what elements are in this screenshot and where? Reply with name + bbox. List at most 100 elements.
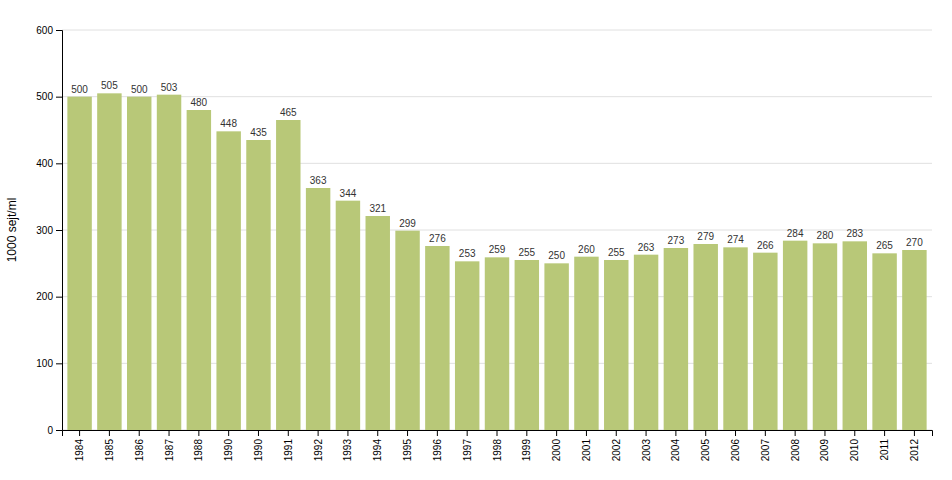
data-label: 255 bbox=[608, 247, 625, 258]
x-tick-label: 2001 bbox=[581, 439, 592, 462]
y-tick-mark bbox=[56, 230, 62, 231]
x-tick-label: 2008 bbox=[790, 439, 801, 462]
x-tick: 2009 bbox=[819, 430, 830, 461]
x-tick: 1995 bbox=[402, 430, 413, 461]
y-tick-mark bbox=[56, 430, 62, 431]
x-tick-label: 1995 bbox=[402, 439, 413, 462]
x-tick-label: 1984 bbox=[74, 439, 85, 462]
data-label: 503 bbox=[161, 82, 178, 93]
x-tick: 1990 bbox=[223, 430, 234, 461]
x-tick-mark bbox=[675, 430, 676, 436]
x-tick-mark bbox=[79, 430, 80, 436]
x-tick-label: 2011 bbox=[879, 439, 890, 461]
x-tick-mark bbox=[228, 430, 229, 436]
x-tick-mark bbox=[198, 430, 199, 436]
y-tick-mark bbox=[56, 30, 62, 31]
bar bbox=[246, 140, 270, 430]
axis-line bbox=[56, 31, 63, 431]
bar bbox=[455, 261, 479, 430]
bar bbox=[216, 131, 240, 430]
data-label: 283 bbox=[846, 228, 863, 239]
bar bbox=[753, 253, 777, 430]
bar bbox=[157, 95, 181, 430]
x-tick-mark bbox=[258, 430, 259, 436]
axis-line bbox=[63, 431, 933, 437]
x-tick-mark bbox=[914, 430, 915, 436]
bar bbox=[187, 110, 211, 430]
y-tick-label: 100 bbox=[36, 358, 53, 369]
x-tick-label: 1993 bbox=[342, 439, 353, 462]
y-tick-mark bbox=[56, 163, 62, 164]
bar bbox=[813, 243, 837, 430]
x-tick-mark bbox=[735, 430, 736, 436]
data-label: 363 bbox=[310, 175, 327, 186]
data-label: 274 bbox=[727, 234, 744, 245]
data-label: 250 bbox=[548, 250, 565, 261]
bar bbox=[97, 93, 121, 430]
x-tick: 2002 bbox=[611, 430, 622, 461]
y-tick: 200 bbox=[36, 291, 62, 302]
x-tick: 2006 bbox=[730, 430, 741, 461]
bar bbox=[395, 231, 419, 430]
bar bbox=[723, 247, 747, 430]
data-label: 253 bbox=[459, 248, 476, 259]
y-axis-title: 1000 sejt/ml bbox=[5, 198, 19, 263]
y-tick-mark bbox=[56, 363, 62, 364]
y-tick: 500 bbox=[36, 91, 62, 102]
x-tick-label: 1990 bbox=[253, 439, 264, 462]
x-tick: 1999 bbox=[521, 430, 532, 461]
x-tick-label: 1986 bbox=[134, 439, 145, 462]
x-tick: 2012 bbox=[909, 430, 920, 461]
x-tick-mark bbox=[854, 430, 855, 436]
x-tick-label: 1990 bbox=[223, 439, 234, 462]
bar bbox=[485, 257, 509, 430]
data-label: 465 bbox=[280, 107, 297, 118]
x-tick-label: 1992 bbox=[313, 439, 324, 462]
x-tick-mark bbox=[705, 430, 706, 436]
y-tick-label: 300 bbox=[36, 225, 53, 236]
data-label: 448 bbox=[220, 118, 237, 129]
x-tick-label: 2002 bbox=[611, 439, 622, 462]
x-tick-label: 2012 bbox=[909, 439, 920, 462]
bar bbox=[634, 255, 658, 430]
x-tick: 1991 bbox=[283, 430, 294, 461]
x-tick: 1988 bbox=[193, 430, 204, 461]
y-tick-mark bbox=[56, 97, 62, 98]
chart: 1984198519861987198819901990199119921993… bbox=[0, 0, 952, 480]
x-tick: 2000 bbox=[551, 430, 562, 461]
y-tick-label: 0 bbox=[47, 425, 53, 436]
x-tick: 1996 bbox=[432, 430, 443, 461]
x-tick-label: 2007 bbox=[760, 439, 771, 462]
data-label: 255 bbox=[518, 247, 535, 258]
plot: 1984198519861987198819901990199119921993… bbox=[36, 25, 932, 462]
data-label: 500 bbox=[131, 84, 148, 95]
data-label: 280 bbox=[817, 230, 834, 241]
bar bbox=[902, 250, 926, 430]
data-label: 276 bbox=[429, 233, 446, 244]
x-tick-mark bbox=[824, 430, 825, 436]
bar bbox=[306, 188, 330, 430]
x-tick-mark bbox=[288, 430, 289, 436]
x-tick-label: 1994 bbox=[372, 439, 383, 462]
y-tick: 300 bbox=[36, 225, 62, 236]
x-tick: 2004 bbox=[670, 430, 681, 461]
x-tick: 1992 bbox=[313, 430, 324, 461]
x-tick-mark bbox=[884, 430, 885, 436]
bar bbox=[425, 246, 449, 430]
data-label: 265 bbox=[876, 240, 893, 251]
y-axis: 0100200300400500600 bbox=[36, 25, 62, 436]
x-tick-mark bbox=[347, 430, 348, 436]
bar bbox=[67, 97, 91, 430]
bar bbox=[783, 241, 807, 430]
x-tick-label: 1998 bbox=[492, 439, 503, 462]
x-tick-mark bbox=[795, 430, 796, 436]
bar bbox=[366, 216, 390, 430]
x-tick-mark bbox=[169, 430, 170, 436]
x-tick-label: 2010 bbox=[849, 439, 860, 462]
data-label: 263 bbox=[638, 242, 655, 253]
x-tick-label: 2009 bbox=[819, 439, 830, 462]
data-label: 321 bbox=[369, 203, 386, 214]
data-label: 500 bbox=[71, 84, 88, 95]
x-tick-label: 1996 bbox=[432, 439, 443, 462]
x-tick-mark bbox=[467, 430, 468, 436]
